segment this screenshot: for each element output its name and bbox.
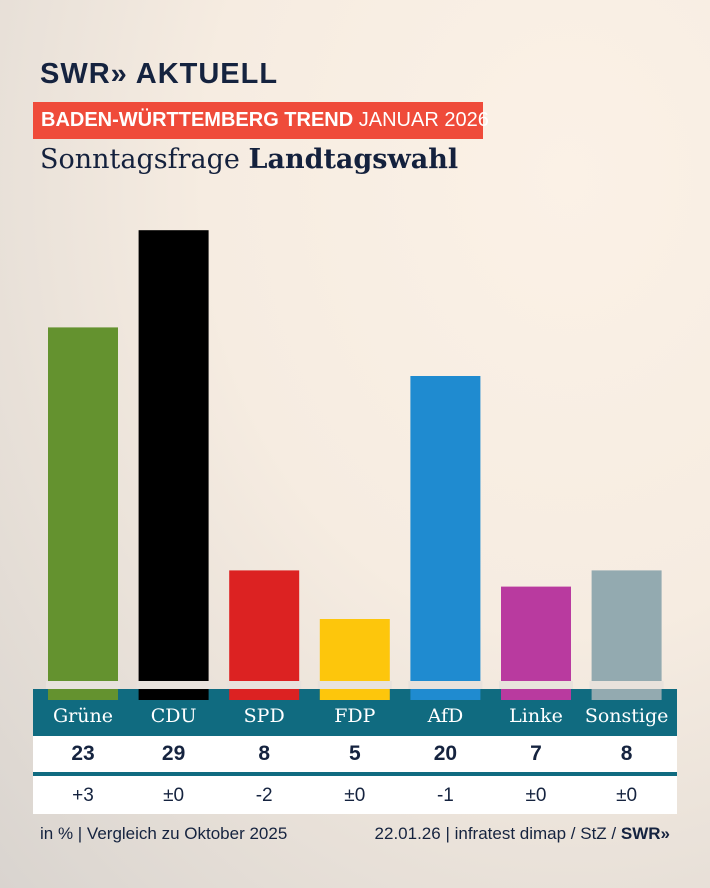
swr-aktuell-logo: SWR» AKTUELL: [40, 58, 279, 90]
category-label: Linke: [509, 705, 563, 727]
value-label: 8: [258, 742, 271, 765]
value-label: 8: [620, 742, 633, 765]
kicker-banner: BADEN-WÜRTTEMBERG TREND JANUAR 2026: [33, 102, 489, 139]
value-label: 29: [161, 742, 186, 765]
bar-sonstige: [591, 570, 662, 700]
change-label: ±0: [525, 785, 547, 806]
bar-gap: [46, 681, 120, 689]
values-row: [33, 736, 677, 772]
category-label: SPD: [243, 705, 285, 727]
change-label: -1: [436, 785, 454, 806]
value-label: 23: [71, 742, 95, 765]
category-label: Sonstige: [584, 705, 669, 727]
page-title: Sonntagsfrage Landtagswahl: [40, 144, 458, 175]
title-bold: Landtagswahl: [248, 144, 459, 175]
change-label: +3: [72, 785, 94, 806]
swr-small-logo: SWR»: [620, 824, 670, 843]
change-label: -2: [255, 785, 273, 806]
bar-gap: [136, 681, 211, 689]
bar-gap: [227, 681, 302, 689]
footer-source: 22.01.26 | infratest dimap / StZ / SWR»: [375, 824, 670, 844]
kicker-date: JANUAR 2026: [353, 109, 489, 131]
divider-line: [33, 772, 677, 776]
kicker-bold: BADEN-WÜRTTEMBERG TREND: [41, 109, 354, 131]
bar-grüne: [48, 327, 118, 700]
change-label: ±0: [616, 785, 638, 806]
bar-gap: [499, 681, 573, 689]
category-label: CDU: [150, 705, 197, 727]
value-label: 5: [348, 742, 361, 765]
title-regular: Sonntagsfrage: [40, 144, 249, 175]
bar-gap: [408, 681, 483, 689]
changes-row: [33, 776, 677, 814]
bar-gap: [317, 681, 392, 689]
category-label: Grüne: [53, 705, 113, 727]
bar-gap: [589, 681, 664, 689]
change-label: ±0: [163, 785, 185, 806]
value-label: 20: [433, 742, 458, 765]
category-label: FDP: [334, 705, 376, 727]
value-label: 7: [530, 742, 542, 765]
footer-source-text: 22.01.26 | infratest dimap / StZ /: [374, 824, 621, 843]
bar-afd: [410, 376, 481, 700]
category-label: AfD: [427, 705, 464, 727]
change-label: ±0: [344, 785, 366, 806]
bar-spd: [229, 570, 300, 700]
bar-cdu: [138, 230, 209, 700]
footer-note: in % | Vergleich zu Oktober 2025: [40, 824, 288, 843]
